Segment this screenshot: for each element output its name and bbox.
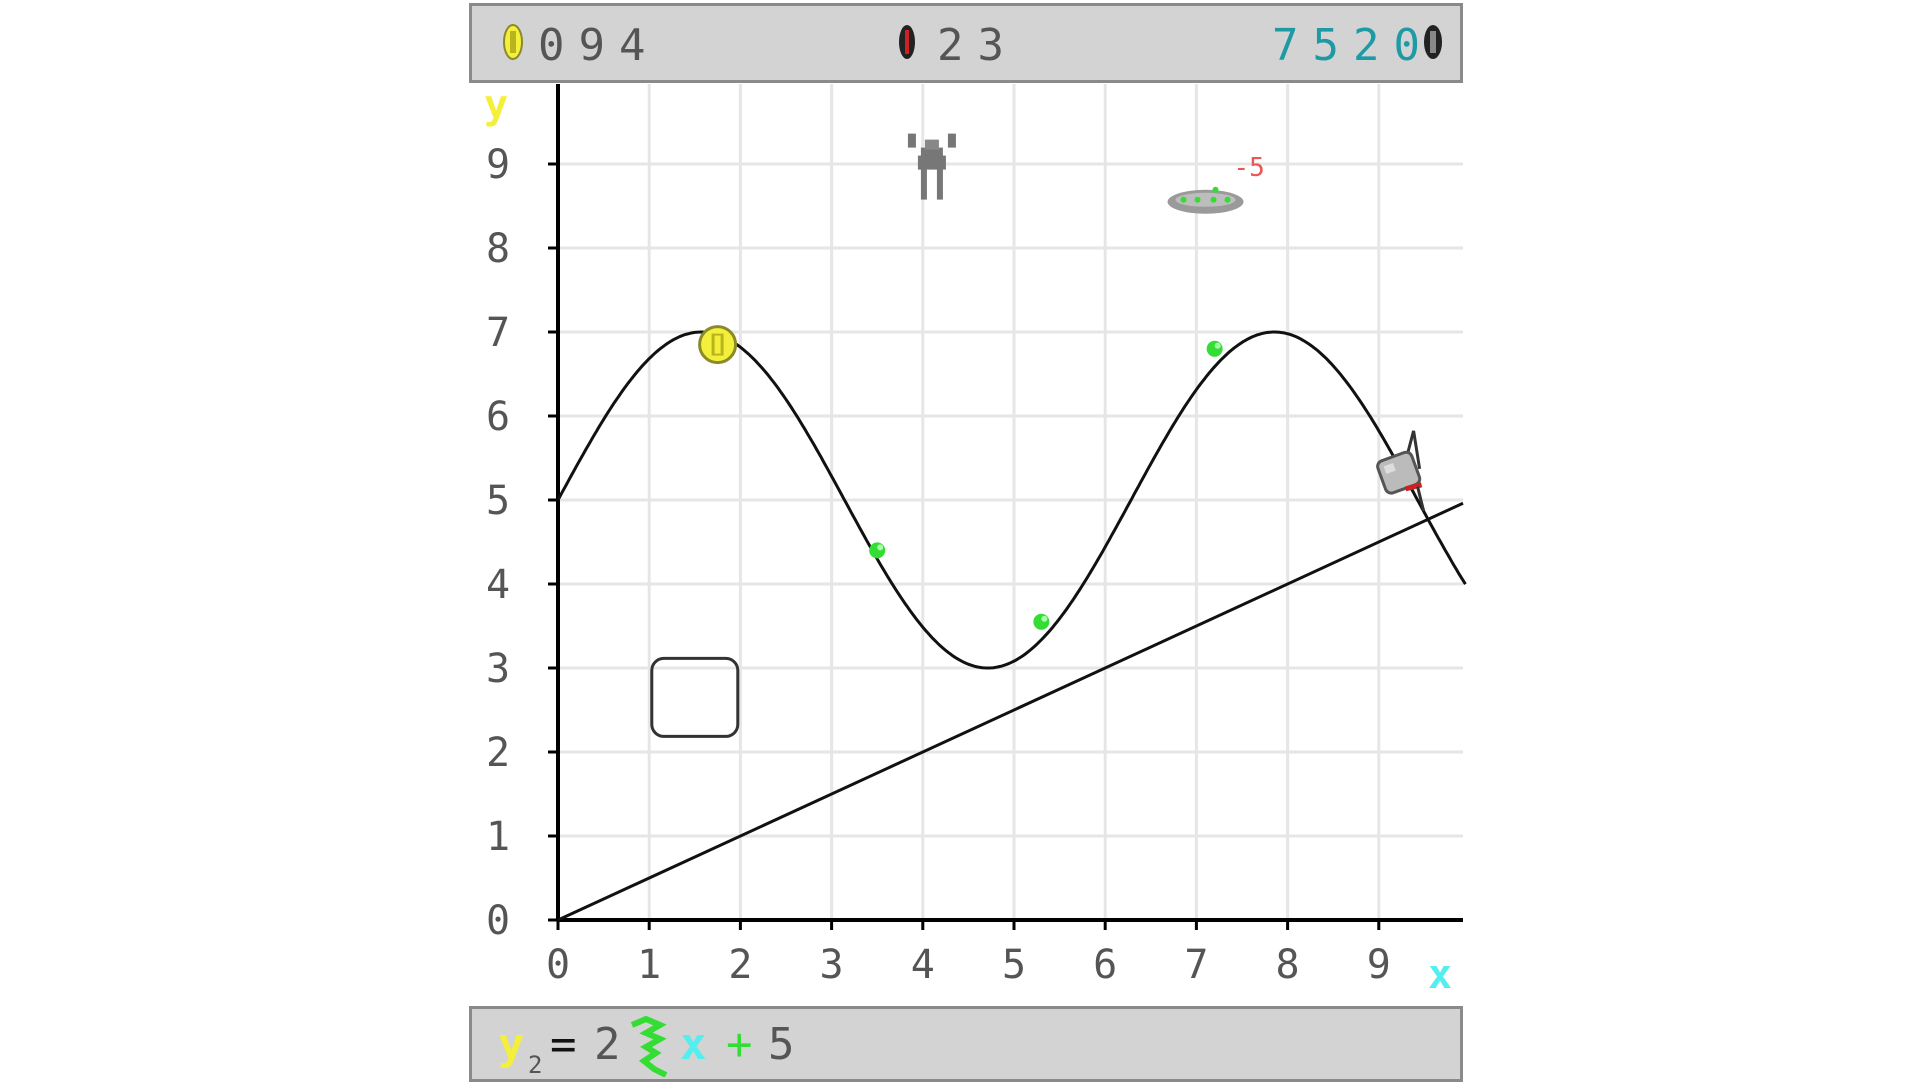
x-axis-label: x xyxy=(1428,952,1452,998)
x-tick-label: 5 xyxy=(1002,942,1026,988)
equation-subscript: 2 xyxy=(528,1051,543,1079)
y-tick-label: 9 xyxy=(486,142,510,188)
y-tick-label: 4 xyxy=(486,562,510,608)
ufo-enemy xyxy=(1167,186,1244,214)
x-tick-label: 4 xyxy=(911,942,935,988)
level-counter: 23 xyxy=(937,20,1018,71)
equation-plus: + xyxy=(726,1019,753,1070)
x-tick-label: 2 xyxy=(728,942,752,988)
grid xyxy=(558,84,1463,920)
y-tick-label: 0 xyxy=(486,898,510,944)
x-tick-label: 3 xyxy=(820,942,844,988)
x-tick-label: 1 xyxy=(637,942,661,988)
empty-box-outline xyxy=(650,656,740,738)
y-axis-label: y xyxy=(484,82,508,128)
equation-x: x xyxy=(680,1019,707,1070)
green-gem-icon xyxy=(1206,340,1223,357)
score-counter: 7520 xyxy=(1272,20,1434,71)
axis-ticks xyxy=(548,162,1381,930)
hud-top-bar: 094 23 7520 xyxy=(469,3,1463,83)
y-tick-label: 2 xyxy=(486,730,510,776)
equation-equals: = xyxy=(550,1019,577,1070)
y-tick-label: 5 xyxy=(486,478,510,524)
y-tick-label: 3 xyxy=(486,646,510,692)
y-tick-label: 6 xyxy=(486,394,510,440)
player-rover xyxy=(1376,430,1426,512)
level-gem-icon xyxy=(899,25,915,59)
coin-counter: 094 xyxy=(538,20,660,71)
equation-coefficient: 2 xyxy=(594,1019,621,1070)
gray-stick-enemy xyxy=(907,133,956,200)
damage-popup: -5 xyxy=(1234,153,1265,183)
x-tick-label: 8 xyxy=(1276,942,1300,988)
x-tick-label: 7 xyxy=(1184,942,1208,988)
equation-bar: y 2 = 2 x + 5 xyxy=(469,1006,1463,1082)
score-token-icon xyxy=(1424,25,1442,59)
graph-coin-icon xyxy=(698,325,738,365)
linear-function-curve xyxy=(557,501,1464,922)
equation-constant: 5 xyxy=(768,1019,795,1070)
x-tick-label: 0 xyxy=(546,942,570,988)
y-tick-label: 8 xyxy=(486,226,510,272)
equation-y: y xyxy=(498,1019,525,1070)
sine-function-glyph-icon xyxy=(630,1015,668,1077)
y-tick-label: 7 xyxy=(486,310,510,356)
x-tick-label: 6 xyxy=(1093,942,1117,988)
coin-icon xyxy=(503,24,523,60)
y-tick-label: 1 xyxy=(486,814,510,860)
x-tick-label: 9 xyxy=(1367,942,1391,988)
green-gem-icon xyxy=(869,542,886,559)
green-gem-icon xyxy=(1033,613,1050,630)
